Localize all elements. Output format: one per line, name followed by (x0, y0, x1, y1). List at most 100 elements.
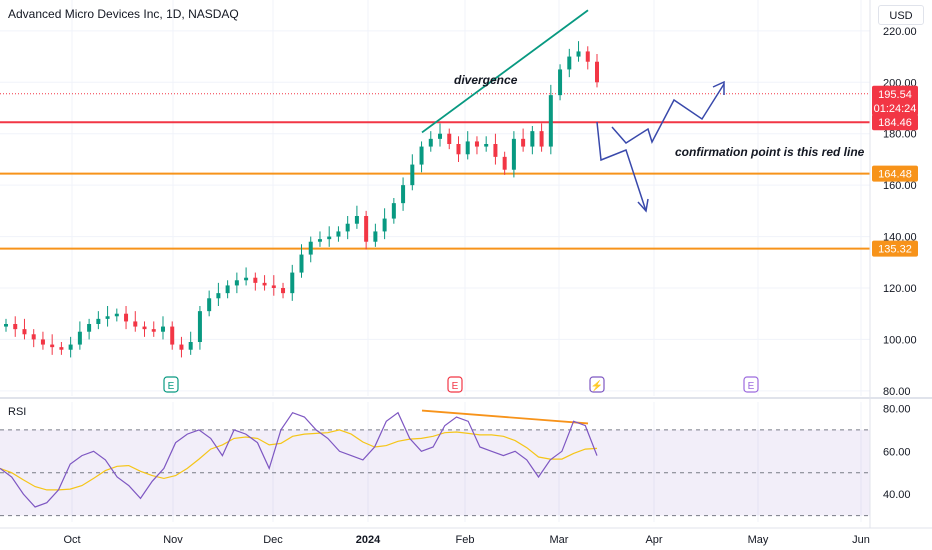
price-axis-tick: 160.00 (883, 180, 917, 192)
confirmation-annotation[interactable]: confirmation point is this red line (675, 145, 865, 159)
candle-body (511, 138, 516, 170)
candle-body (216, 293, 221, 299)
candle-body (124, 313, 129, 322)
divergence-trendline[interactable] (421, 9, 589, 134)
candle-body (558, 69, 563, 96)
candle-body (447, 133, 452, 144)
candle-body (197, 311, 202, 342)
candle-body (290, 272, 295, 294)
event-marker-label: E (168, 381, 175, 392)
time-axis-tick: Apr (645, 534, 662, 546)
currency-button[interactable]: USD (878, 5, 924, 25)
time-axis-tick: Nov (163, 534, 183, 546)
candle-body (77, 331, 82, 345)
candle-body (576, 51, 581, 57)
candle-body (595, 61, 599, 83)
price-axis-tick: 180.00 (883, 129, 917, 141)
candle-body (410, 164, 415, 186)
event-markers: E E ⚡ E (163, 376, 759, 393)
candle-body (253, 277, 258, 283)
candle-body (13, 324, 18, 330)
level-price-tag (872, 165, 918, 182)
time-axis-tick: Dec (263, 534, 283, 546)
earnings-event-marker[interactable] (447, 376, 463, 393)
rsi-axis-tick: 80.00 (883, 403, 911, 415)
time-axis-tick: Oct (63, 534, 80, 546)
rsi-indicator-label[interactable]: RSI (8, 406, 27, 418)
candle-body (133, 321, 138, 327)
event-marker-label: ⚡ (591, 379, 603, 392)
candle-body (299, 254, 304, 273)
earnings-event-marker[interactable] (589, 376, 605, 393)
candle-body (188, 342, 193, 350)
price-axis-tick: 140.00 (883, 232, 917, 244)
candle-body (493, 144, 498, 157)
drawings (421, 9, 725, 425)
time-axis-tick: Feb (456, 534, 475, 546)
candle-body (87, 324, 92, 332)
rsi-divergence-trendline[interactable] (421, 409, 589, 425)
candle-body (22, 329, 27, 335)
price-tags: 184.46 164.48 135.32 195.54 01:24:24 (872, 85, 918, 257)
candle-body (548, 95, 553, 147)
candle-body (530, 131, 535, 147)
level-price-label: 135.32 (878, 244, 912, 256)
level-price-label: 184.46 (878, 117, 912, 129)
countdown-label: 01:24:24 (874, 103, 917, 115)
rsi-axis-tick: 60.00 (883, 446, 911, 458)
candle-body (244, 277, 249, 281)
event-marker-label: E (452, 381, 459, 392)
bullish-projection-path[interactable] (611, 83, 725, 144)
rsi-lines (0, 411, 598, 508)
candle-body (40, 339, 45, 345)
price-axis-tick: 220.00 (883, 26, 917, 38)
annotations: divergence confirmation point is this red… (454, 73, 865, 159)
candle-body (262, 282, 267, 286)
candle-body (354, 216, 359, 224)
candle-body (50, 344, 55, 348)
candle-body (373, 231, 378, 242)
candle-body (105, 316, 110, 319)
candle-body (308, 241, 313, 255)
candle-body (364, 216, 369, 242)
earnings-event-marker[interactable] (743, 376, 759, 393)
candle-body (271, 285, 276, 288)
time-axis-tick: Mar (550, 534, 569, 546)
candle-body (170, 326, 175, 345)
candle-body (4, 324, 8, 327)
candle-body (317, 239, 322, 242)
event-marker-label: E (748, 381, 755, 392)
candle-body (502, 156, 507, 170)
time-axis-tick: 2024 (356, 534, 381, 546)
candle-body (539, 131, 544, 147)
candle-body (96, 318, 101, 324)
level-price-tag (872, 114, 918, 131)
candlestick-series (4, 41, 599, 358)
rsi-ma-line (0, 429, 598, 491)
level-price-label: 164.48 (878, 169, 912, 181)
last-price-tag (872, 85, 918, 116)
candle-body (225, 285, 230, 294)
price-axis-tick: 120.00 (883, 283, 917, 295)
last-price-label: 195.54 (878, 89, 912, 101)
candle-body (160, 326, 165, 332)
rsi-axis-tick: 40.00 (883, 489, 911, 501)
earnings-event-marker[interactable] (163, 376, 179, 393)
candle-body (419, 146, 424, 165)
candle-body (345, 223, 350, 232)
candle-body (567, 56, 572, 70)
candle-body (68, 344, 73, 350)
candle-body (382, 218, 387, 232)
candle-body (484, 144, 489, 147)
candle-body (207, 298, 212, 312)
candle-body (438, 133, 443, 139)
candle-body (234, 280, 239, 286)
bearish-arrow-head (637, 198, 649, 213)
candle-body (465, 141, 470, 155)
divergence-annotation[interactable]: divergence (454, 73, 518, 87)
candle-body (456, 144, 461, 155)
time-axis-tick: May (748, 534, 769, 546)
bearish-projection-path[interactable] (596, 121, 647, 212)
candle-body (114, 313, 119, 317)
